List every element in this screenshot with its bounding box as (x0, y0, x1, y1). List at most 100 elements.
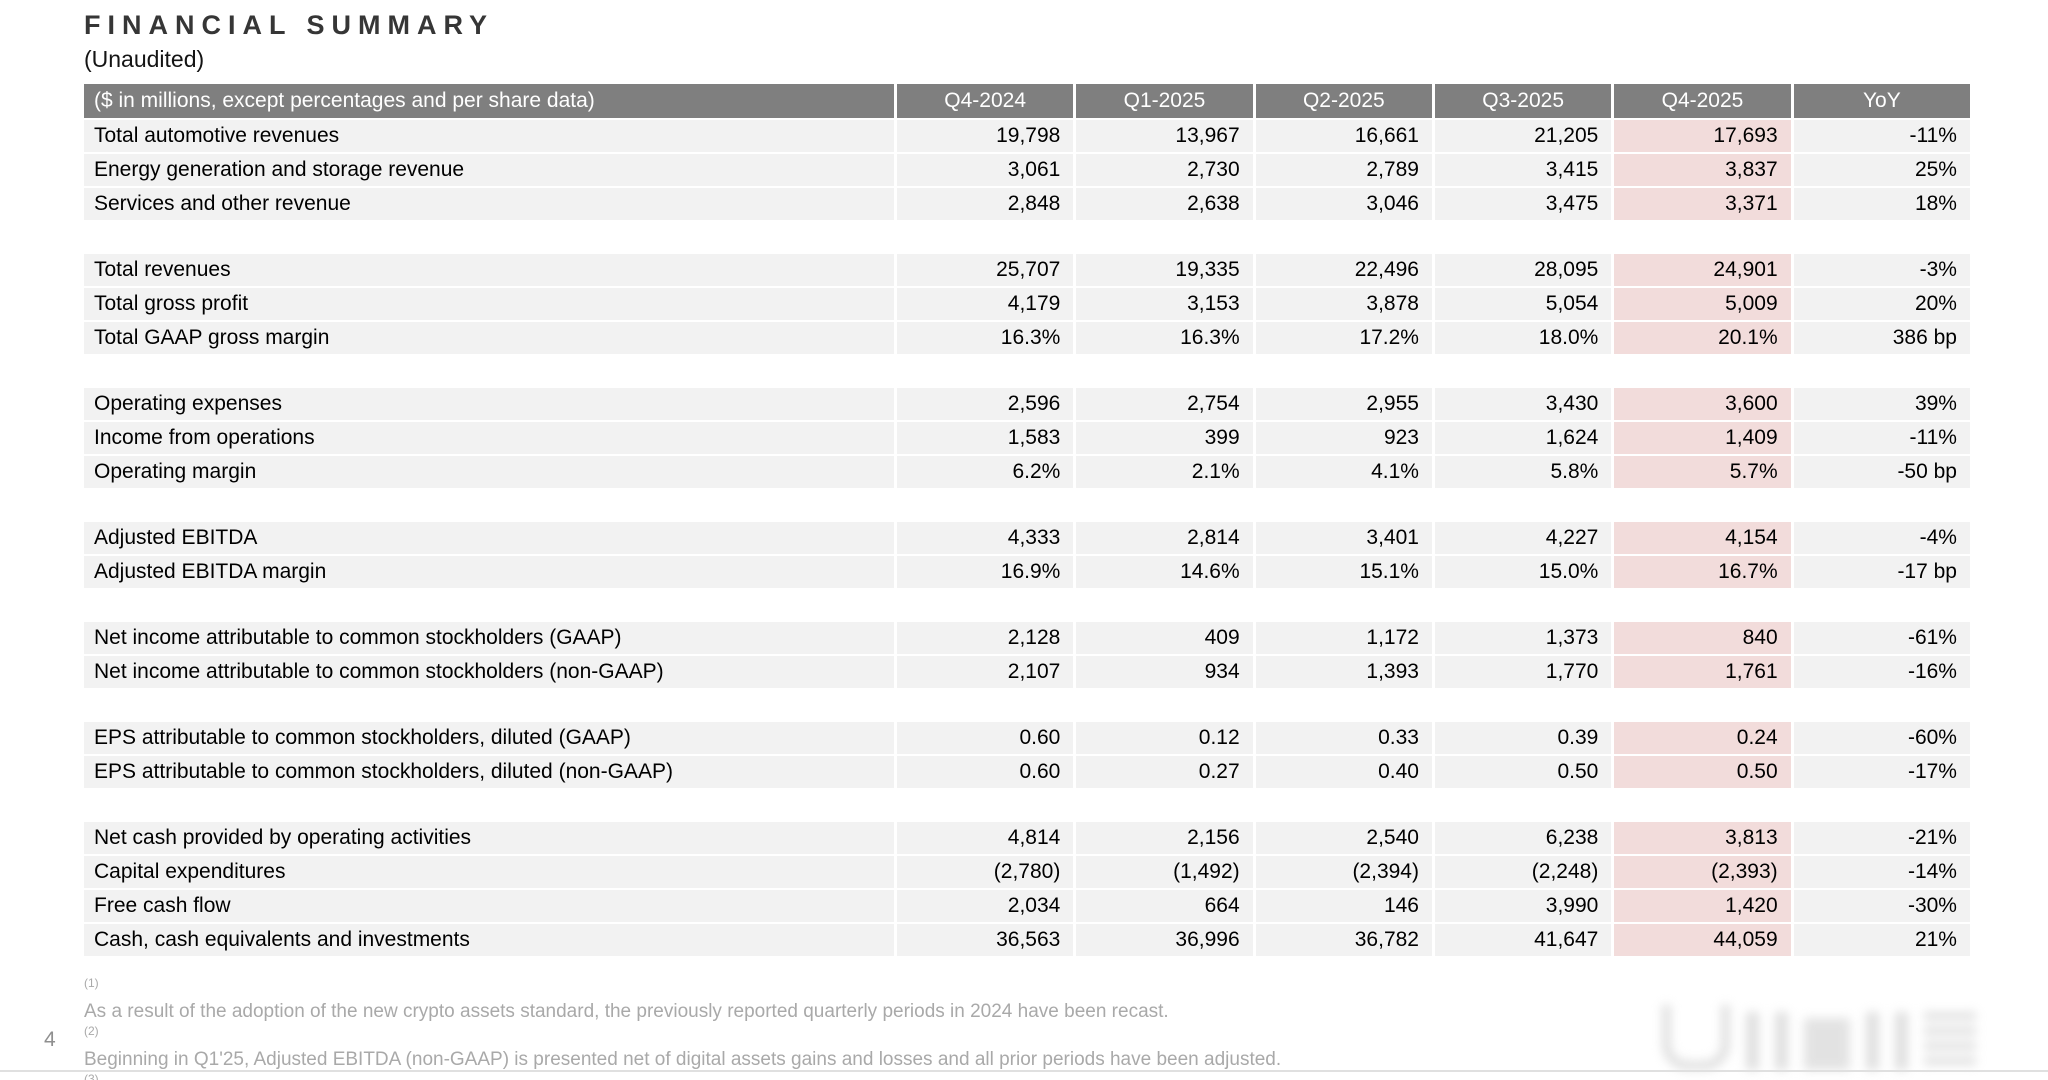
table-row: Net cash provided by operating activitie… (84, 822, 1970, 854)
value-cell: 15.1% (1255, 556, 1432, 588)
value-cell: (2,394) (1255, 856, 1432, 888)
value-cell: -11% (1793, 422, 1970, 454)
value-cell: 409 (1076, 622, 1253, 654)
value-cell: 20.1% (1614, 322, 1791, 354)
value-cell: 2,107 (897, 656, 1074, 688)
value-cell: 0.50 (1434, 756, 1612, 788)
row-label: Income from operations (84, 422, 894, 454)
value-cell: -3% (1793, 254, 1970, 286)
value-cell: 1,373 (1434, 622, 1612, 654)
footnote-marker: (1) (2) (99, 546, 894, 554)
value-cell: 16,661 (1255, 120, 1432, 152)
value-cell: -30% (1793, 890, 1970, 922)
value-cell: 17.2% (1255, 322, 1432, 354)
value-cell: 1,393 (1255, 656, 1432, 688)
value-cell: 386 bp (1793, 322, 1970, 354)
value-cell: 20% (1793, 288, 1970, 320)
footnote: (1) As a result of the adoption of the n… (84, 976, 1584, 1024)
value-cell: 41,647 (1434, 924, 1612, 956)
column-header-q4-2025: Q4-2025 (1614, 84, 1791, 118)
table-section: Net cash provided by operating activitie… (84, 822, 1970, 956)
table-section: Total revenues 25,707 19,335 22,496 28,095 24… (84, 254, 1970, 354)
value-cell: 2,034 (897, 890, 1074, 922)
column-header-q4-2024: Q4-2024 (897, 84, 1074, 118)
value-cell: 16.3% (897, 322, 1074, 354)
row-label: Total revenues (84, 254, 894, 286)
bottom-divider (0, 1070, 2048, 1072)
value-cell: 2,128 (897, 622, 1074, 654)
value-cell: 3,415 (1434, 154, 1612, 186)
value-cell: 3,475 (1434, 188, 1612, 220)
table-row: Adjusted EBITDA margin(1) (2)16.9%14.6%1… (84, 556, 1970, 588)
value-cell: 5,009 (1614, 288, 1791, 320)
row-label: Total GAAP gross margin (84, 322, 894, 354)
value-cell: 0.40 (1255, 756, 1432, 788)
table-row: Total GAAP gross margin 16.3% 16.3% 17.2% 18… (84, 322, 1970, 354)
value-cell: 1,761 (1614, 656, 1791, 688)
value-cell: 0.60 (897, 756, 1074, 788)
watermark-glyph (1866, 1012, 1879, 1070)
table-section: Net income attributable to common stockh… (84, 622, 1970, 688)
value-cell: -17 bp (1793, 556, 1970, 588)
row-label: Capital expenditures(4) (84, 856, 894, 888)
value-cell: 1,420 (1614, 890, 1791, 922)
value-cell: 2,730 (1076, 154, 1253, 186)
footnote: (3) Beginning in Q1'25, Net income attri… (84, 1072, 1584, 1080)
column-header-q3-2025: Q3-2025 (1434, 84, 1612, 118)
value-cell: 0.39 (1434, 722, 1612, 754)
value-cell: -50 bp (1793, 456, 1970, 488)
value-cell: 24,901 (1614, 254, 1791, 286)
value-cell: 5.7% (1614, 456, 1791, 488)
row-label: Net income attributable to common stockh… (84, 656, 894, 688)
value-cell: (2,248) (1434, 856, 1612, 888)
watermark-glyph (1775, 1012, 1788, 1070)
value-cell: -21% (1793, 822, 1970, 854)
footnote: (2) Beginning in Q1'25, Adjusted EBITDA … (84, 1024, 1584, 1072)
row-label: Operating expenses (84, 388, 894, 420)
value-cell: 3,600 (1614, 388, 1791, 420)
footnote-marker: (4) (99, 880, 894, 888)
value-cell: 1,583 (897, 422, 1074, 454)
row-label: Net income attributable to common stockh… (84, 622, 894, 654)
value-cell: 923 (1255, 422, 1432, 454)
row-label: Cash, cash equivalents and investments (84, 924, 894, 956)
value-cell: 36,782 (1255, 924, 1432, 956)
value-cell: -60% (1793, 722, 1970, 754)
table-row: Energy generation and storage revenue 3,0… (84, 154, 1970, 186)
title-block: FINANCIAL SUMMARY (Unaudited) (84, 10, 494, 73)
table-section: Total automotive revenues 19,798 13,967 16,… (84, 120, 1970, 220)
footnote-marker: (1) (3) (99, 680, 894, 688)
table-row: Cash, cash equivalents and investments 36… (84, 924, 1970, 956)
table-row: Total revenues 25,707 19,335 22,496 28,095 24… (84, 254, 1970, 286)
row-label: Total gross profit (84, 288, 894, 320)
table-row: Capital expenditures(4)(2,780)(1,492)(2,… (84, 856, 1970, 888)
value-cell: 16.7% (1614, 556, 1791, 588)
table-row: EPS attributable to common stockholders,… (84, 722, 1970, 754)
row-label: EPS attributable to common stockholders,… (84, 756, 894, 788)
value-cell: 5.8% (1434, 456, 1612, 488)
value-cell: 0.12 (1076, 722, 1253, 754)
value-cell: 4,227 (1434, 522, 1612, 554)
value-cell: -17% (1793, 756, 1970, 788)
value-cell: 22,496 (1255, 254, 1432, 286)
value-cell: 13,967 (1076, 120, 1253, 152)
value-cell: 14.6% (1076, 556, 1253, 588)
value-cell: 19,335 (1076, 254, 1253, 286)
value-cell: 44,059 (1614, 924, 1791, 956)
watermark-glyph (1804, 1018, 1850, 1070)
value-cell: 664 (1076, 890, 1253, 922)
table-row: Adjusted EBITDA(1) (2)4,3332,8143,4014,2… (84, 522, 1970, 554)
value-cell: 0.24 (1614, 722, 1791, 754)
footnote-marker: (2) (84, 1024, 99, 1038)
row-label: Adjusted EBITDA margin(1) (2) (84, 556, 894, 588)
value-cell: 28,095 (1434, 254, 1612, 286)
value-cell: 1,770 (1434, 656, 1612, 688)
value-cell: 4.1% (1255, 456, 1432, 488)
footnote-marker: (1) (3) (99, 780, 894, 788)
page-number: 4 (44, 1028, 56, 1051)
footnote-marker: (1) (99, 746, 894, 754)
value-cell: -11% (1793, 120, 1970, 152)
financial-summary-table: ($ in millions, except percentages and p… (84, 84, 1970, 958)
row-label: Total automotive revenues (84, 120, 894, 152)
value-cell: 2,156 (1076, 822, 1253, 854)
